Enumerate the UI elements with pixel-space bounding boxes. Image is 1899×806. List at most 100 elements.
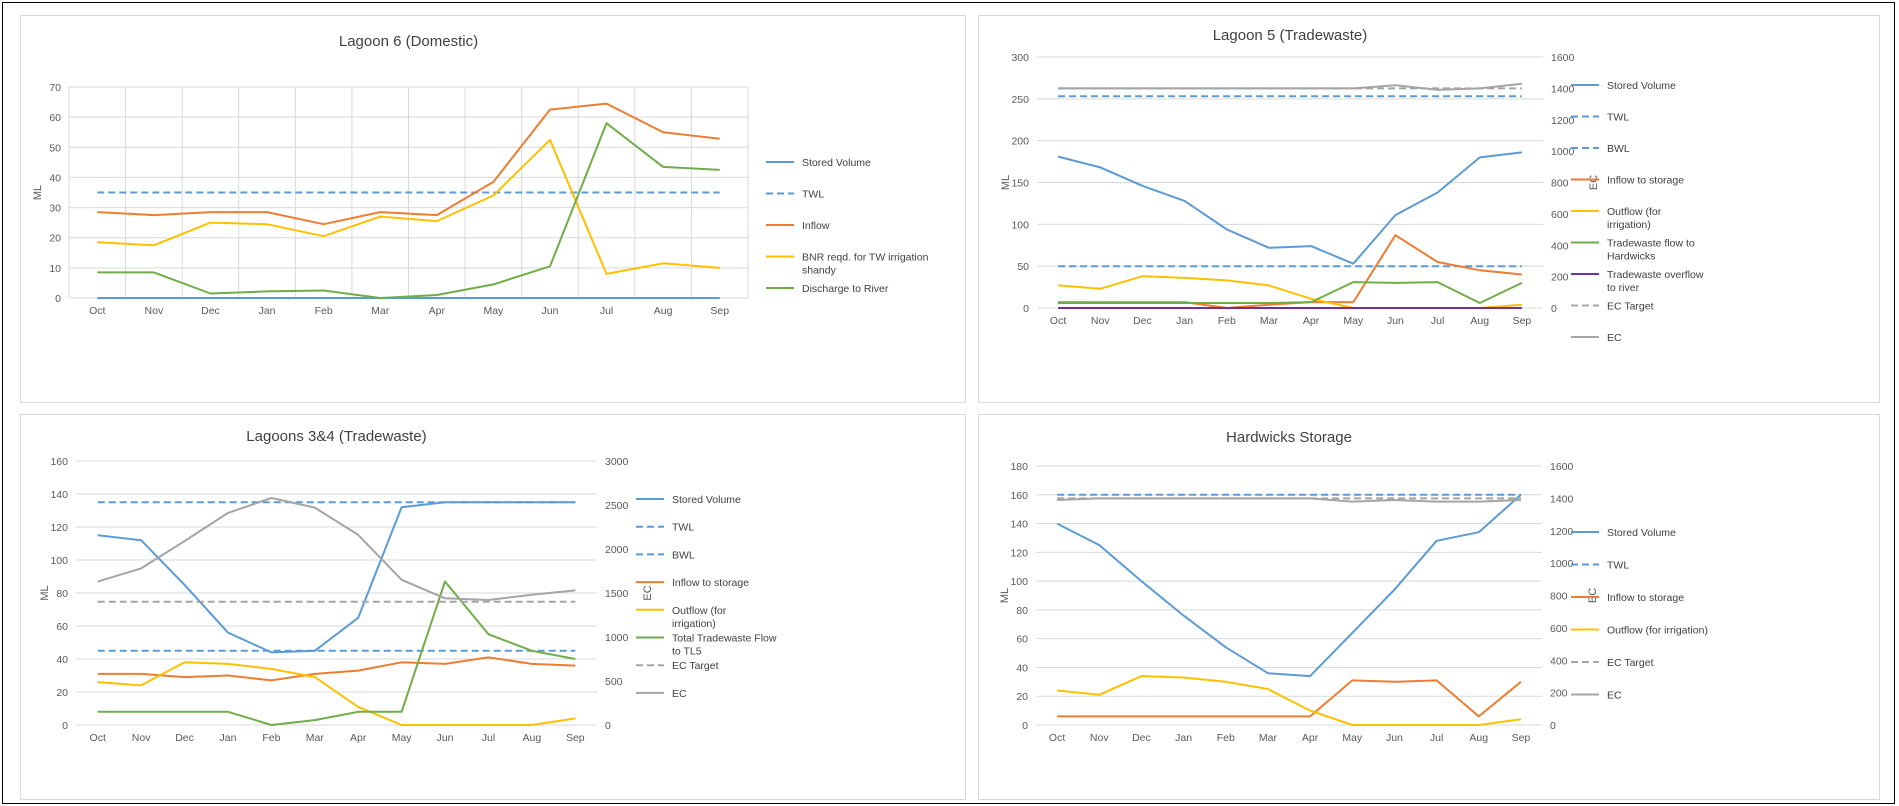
- y-tick-label: 60: [1016, 634, 1028, 646]
- y2-tick-label: 600: [1551, 209, 1569, 221]
- y-tick-label: 20: [56, 687, 68, 699]
- x-tick-label: Jun: [1386, 732, 1403, 744]
- series-line-ec: [1057, 497, 1521, 503]
- legend-item-stored-volume: Stored Volume: [636, 494, 741, 506]
- chart-panel-lagoon-6: Lagoon 6 (Domestic) 0 10 20 30 40 50 60 70 Oct Nov…: [20, 15, 966, 403]
- series-line-discharge-to-river: [97, 122, 720, 299]
- series-line-stored-volume: [1057, 151, 1523, 265]
- series-line-total-tradewaste-flow-to-tl5: [97, 580, 576, 726]
- chart-title: Hardwicks Storage: [1226, 429, 1352, 446]
- legend-item-tradewaste-overflow-to-river: Tradewaste overflow to river: [1571, 269, 1704, 294]
- x-tick-label: May: [392, 732, 413, 744]
- y-axis-label: ML: [1000, 175, 1012, 190]
- y-tick-label: 0: [55, 293, 61, 305]
- x-tick-label: May: [1343, 315, 1364, 327]
- legend-label: Discharge to River: [802, 283, 889, 295]
- legend-label: Inflow to storage: [672, 577, 749, 589]
- y-tick-label: 120: [1010, 547, 1028, 559]
- y2-tick-label: 3000: [605, 456, 629, 468]
- legend-label: Outflow (for irrigation): [1607, 206, 1662, 231]
- legend-item-ec: EC: [636, 688, 687, 700]
- legend-item-total-tradewaste-flow-to-tl5: Total Tradewaste Flow to TL5: [636, 633, 777, 658]
- chart-panel-hardwicks-storage: Hardwicks Storage 0 20 40 60 80 100 120 140 160 18…: [978, 414, 1880, 800]
- y-tick-label: 50: [1017, 261, 1029, 273]
- x-tick-label: May: [483, 305, 504, 317]
- hardwicks-storage-chart: Hardwicks Storage 0 20 40 60 80 100 120 140 160 18…: [999, 429, 1708, 744]
- x-tick-label: Apr: [350, 732, 367, 744]
- x-tick-label: May: [1342, 732, 1363, 744]
- x-tick-label: Sep: [1512, 732, 1531, 744]
- series-line-inflow: [97, 102, 720, 226]
- legend-label: Tradewaste flow to Hardwicks: [1607, 238, 1695, 263]
- y-tick-label: 250: [1011, 94, 1029, 106]
- x-tick-label: Jul: [1430, 732, 1443, 744]
- x-tick-label: Jan: [259, 305, 276, 317]
- y-tick-label: 80: [1016, 605, 1028, 617]
- legend-label: Stored Volume: [1607, 527, 1676, 539]
- y2-tick-label: 1400: [1550, 493, 1574, 505]
- chart-title: Lagoon 5 (Tradewaste): [1213, 27, 1368, 44]
- legend-item-outflow-for-irrigation: Outflow (for irrigation): [1571, 206, 1662, 231]
- legend-item-stored-volume: Stored Volume: [766, 157, 871, 169]
- y2-tick-label: 1400: [1551, 83, 1575, 95]
- legend-label: TWL: [1607, 560, 1629, 572]
- legend-item-twl: TWL: [636, 522, 694, 534]
- series-line-inflow-to-storage: [97, 656, 576, 682]
- y-tick-label: 40: [49, 172, 61, 184]
- y2-tick-label: 2000: [605, 544, 629, 556]
- y2-tick-label: 1000: [1550, 558, 1574, 570]
- legend-label: EC: [1607, 690, 1622, 702]
- y2-tick-label: 400: [1550, 655, 1568, 667]
- legend-item-discharge-to-river: Discharge to River: [766, 283, 889, 295]
- chart-title: Lagoons 3&4 (Tradewaste): [246, 428, 426, 445]
- legend-item-bwl: BWL: [1571, 143, 1630, 155]
- x-tick-label: Nov: [132, 732, 151, 744]
- y2-tick-label: 0: [1551, 303, 1557, 315]
- x-tick-label: Dec: [1132, 732, 1151, 744]
- y-axis-label: ML: [999, 588, 1011, 603]
- legend-item-inflow-to-storage: Inflow to storage: [1571, 175, 1684, 187]
- y2-tick-label: 2500: [605, 500, 629, 512]
- y-tick-label: 160: [1010, 490, 1028, 502]
- y2-tick-label: 1600: [1550, 461, 1574, 473]
- legend-label: Stored Volume: [802, 157, 871, 169]
- y2-tick-label: 800: [1550, 591, 1568, 603]
- y2-tick-label: 1200: [1550, 526, 1574, 538]
- legend-label: Total Tradewaste Flow to TL5: [672, 633, 777, 658]
- x-tick-label: Apr: [429, 305, 446, 317]
- x-tick-label: Feb: [1218, 315, 1236, 327]
- legend-label: Tradewaste overflow to river: [1607, 269, 1704, 294]
- y-tick-label: 140: [50, 489, 68, 501]
- x-tick-label: Aug: [1469, 732, 1488, 744]
- y-tick-label: 70: [49, 82, 61, 94]
- y2-tick-label: 1500: [605, 588, 629, 600]
- y2-tick-label: 200: [1550, 688, 1568, 700]
- x-tick-label: Dec: [175, 732, 194, 744]
- y-axis-label: ML: [39, 585, 51, 600]
- series-line-stored-volume: [1056, 494, 1522, 678]
- x-tick-label: Mar: [371, 305, 390, 317]
- series-line-bnr-reqd-for-tw-irrigation-shandy: [97, 138, 720, 275]
- chart-title: Lagoon 6 (Domestic): [339, 33, 478, 50]
- series-line-ec: [97, 497, 576, 601]
- series-line-tradewaste-flow-to-hardwicks: [1058, 281, 1523, 304]
- x-tick-label: Mar: [1259, 732, 1278, 744]
- y2-tick-label: 0: [1550, 720, 1556, 732]
- series-line-stored-volume: [97, 501, 576, 654]
- x-tick-label: Aug: [654, 305, 673, 317]
- x-tick-label: Mar: [306, 732, 325, 744]
- legend-label: TWL: [802, 189, 824, 201]
- legend-item-ec-target: EC Target: [1571, 301, 1654, 313]
- y-tick-label: 60: [56, 621, 68, 633]
- y-tick-label: 10: [49, 263, 61, 275]
- y-tick-label: 50: [49, 142, 61, 154]
- y-tick-label: 40: [1016, 662, 1028, 674]
- y-tick-label: 200: [1011, 136, 1029, 148]
- x-tick-label: Sep: [1513, 315, 1532, 327]
- legend-item-ec: EC: [1571, 690, 1622, 702]
- y-tick-label: 180: [1010, 461, 1028, 473]
- chart-panel-lagoon-5: Lagoon 5 (Tradewaste) 0 50 100 150 200 250 300 0…: [978, 15, 1880, 403]
- y-tick-label: 0: [1022, 720, 1028, 732]
- x-tick-label: Oct: [1049, 732, 1065, 744]
- x-tick-label: Feb: [262, 732, 280, 744]
